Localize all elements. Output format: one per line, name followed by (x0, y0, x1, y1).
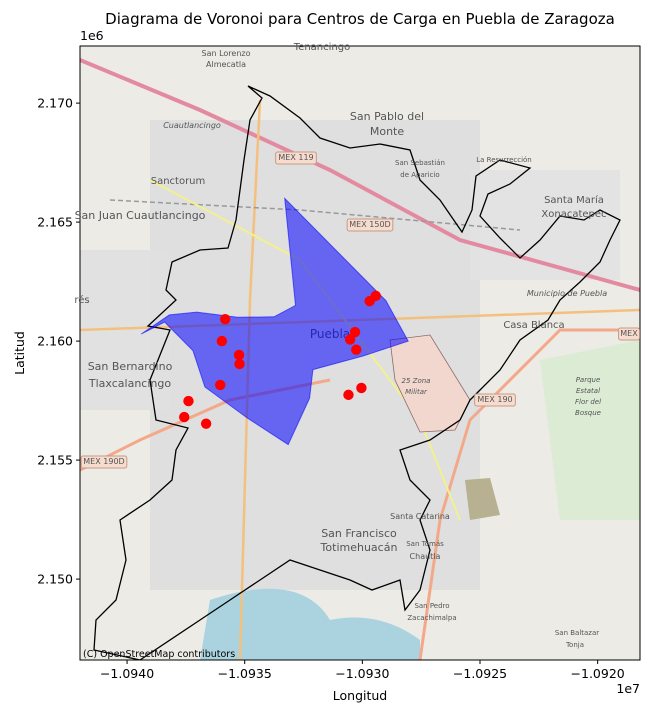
map-label: MEX 190 (477, 395, 512, 404)
map-label: Chautla (410, 552, 441, 561)
map-label: MEX 119 (278, 153, 313, 162)
y-tick-label: 2.155 (37, 453, 73, 468)
y-tick-label: 2.170 (37, 96, 73, 111)
map-label: Xonacatepec (541, 209, 606, 220)
x-tick-label: −1.0940 (100, 666, 154, 681)
map-label: de Aparicio (400, 171, 439, 179)
map-label: San Lorenzo (201, 49, 250, 58)
charging-center-point (356, 382, 367, 394)
map-label: Municipio de Puebla (527, 289, 607, 298)
map-label: Santa María (544, 194, 604, 206)
map-label: Bosque (575, 409, 601, 417)
municipality-boundary (93, 85, 621, 660)
map-label: 25 Zona (402, 377, 431, 385)
charging-center-point (349, 326, 361, 338)
map-label: La Resurrección (476, 156, 532, 164)
charging-center-point (343, 389, 354, 401)
map-label: San Bernardino (88, 360, 173, 373)
charging-center-point (219, 314, 231, 325)
map-label: Flor del (575, 398, 601, 406)
map-label: San Francisco (321, 527, 397, 540)
x-axis-ticks: −1.0940 −1.0935 −1.0930 −1.0925 −1.0920 (100, 660, 625, 681)
x-tick-label: −1.0920 (571, 666, 625, 681)
map-label: Parque (576, 376, 601, 384)
charging-center-point (344, 334, 356, 345)
x-tick-label: −1.0935 (218, 666, 272, 681)
y-tick-label: 2.160 (37, 334, 73, 349)
map-label: Tlaxcalancingo (88, 377, 171, 390)
map-label: Sanctorum (151, 176, 206, 187)
map-label: San Tomás (406, 540, 444, 548)
map-label: Almecatla (206, 60, 246, 69)
x-tick-label: −1.0930 (335, 666, 389, 681)
road-badge (275, 151, 317, 165)
y-tick-label: 2.150 (37, 572, 73, 587)
x-tick-label: −1.0925 (453, 666, 507, 681)
map-label: Militar (405, 388, 428, 396)
road-badge (346, 218, 394, 232)
map-label: San Juan Cuautlancingo (75, 209, 206, 222)
road-badge (474, 393, 516, 407)
road-badge (80, 455, 128, 469)
map-label: San Pedro (414, 602, 449, 610)
y-tick-label: 2.165 (37, 215, 73, 230)
charging-center-point (200, 418, 212, 429)
charging-center-point (370, 290, 381, 302)
charging-centers (179, 290, 381, 429)
charging-center-point (215, 379, 226, 391)
chart-title: Diagrama de Voronoi para Centros de Carg… (105, 10, 615, 28)
map-label: Casa Blanca (503, 320, 564, 331)
map-label: rés (74, 294, 89, 306)
charging-center-point (233, 349, 245, 361)
map-label: MEX (620, 329, 638, 338)
y-axis-ticks: 2.150 2.155 2.160 2.165 2.170 (37, 96, 80, 587)
map-label: San Pablo del (350, 110, 424, 123)
charging-center-point (216, 335, 228, 347)
map-label: San Baltazar (555, 629, 599, 637)
map-label: Tonja (565, 641, 584, 649)
map-label: Totimehuacán (320, 541, 398, 554)
map-label: MEX 150D (349, 220, 390, 229)
voronoi-region (140, 196, 409, 446)
basemap-attribution: (C) OpenStreetMap contributors (83, 649, 235, 660)
charging-center-point (179, 411, 190, 423)
x-offset-label: 1e7 (616, 681, 640, 696)
map-label: Zacachimalpa (407, 614, 456, 622)
charging-center-point (183, 395, 194, 407)
map-label: Monte (370, 125, 405, 138)
map-label: Santa Catarina (390, 512, 450, 521)
road-badge (618, 327, 640, 341)
plot-frame (79, 45, 641, 661)
map-label: Cuautlancingo (163, 121, 221, 130)
map-label: MEX 190D (83, 457, 124, 466)
y-offset-label: 1e6 (80, 28, 104, 43)
map-label: Estatal (576, 387, 600, 395)
map-label: San Sebastián (395, 159, 445, 167)
y-axis-label: Latitud (12, 331, 27, 375)
charging-center-point (351, 344, 362, 355)
map-label: Tenancingo (293, 42, 350, 53)
charging-center-point (234, 358, 245, 370)
x-axis-label: Longitud (333, 688, 387, 703)
